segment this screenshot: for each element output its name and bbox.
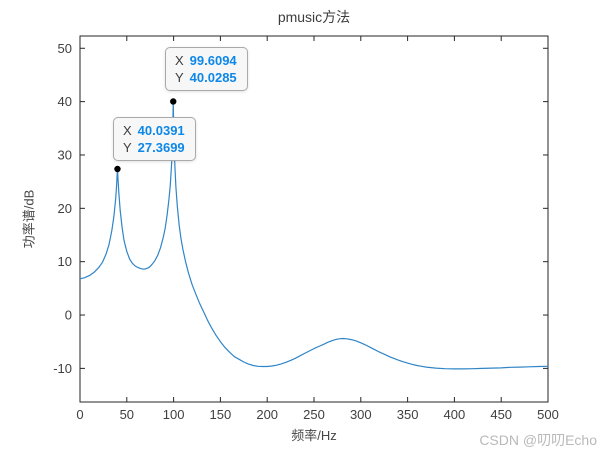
datatip-x-key: X (175, 53, 184, 68)
x-tick-label: 150 (210, 407, 232, 422)
x-tick-label: 450 (490, 407, 512, 422)
datatip-marker[interactable] (114, 165, 121, 173)
x-tick-label: 100 (163, 407, 185, 422)
x-tick-label: 50 (120, 407, 134, 422)
datatip-y-row: Y 40.0285 (175, 69, 237, 86)
watermark-text: CSDN @叨叨Echo (479, 432, 597, 448)
x-tick-label: 400 (444, 407, 466, 422)
datatip-marker[interactable] (170, 98, 177, 105)
x-tick-label: 350 (397, 407, 419, 422)
plot-title: pmusic方法 (277, 9, 351, 25)
x-tick-label: 300 (350, 407, 372, 422)
axes-box (79, 35, 549, 403)
datatip-x-row: X 40.0391 (123, 122, 185, 139)
y-tick-label: 20 (58, 201, 72, 216)
datatip-y-key: Y (175, 70, 184, 85)
datatip-x-key: X (123, 123, 132, 138)
y-tick-label: 50 (58, 41, 72, 56)
x-axis-label: 频率/Hz (291, 428, 337, 443)
y-tick-label: 40 (58, 94, 72, 109)
x-tick-label: 200 (256, 407, 278, 422)
y-tick-label: 10 (58, 254, 72, 269)
x-tick-label: 500 (537, 407, 559, 422)
datatip-y-row: Y 27.3699 (123, 139, 185, 156)
datatip-x-value: 40.0391 (137, 123, 185, 138)
datatip-x-value: 99.6094 (189, 53, 237, 68)
y-tick-label: 0 (65, 308, 72, 323)
datatip-peak-100hz[interactable]: X 99.6094 Y 40.0285 (165, 47, 248, 91)
y-axis-label: 功率谱/dB (21, 189, 37, 249)
y-tick-label: 30 (58, 147, 72, 162)
x-tick-label: 0 (76, 407, 83, 422)
x-tick-label: 250 (303, 407, 325, 422)
y-tick-label: -10 (53, 361, 72, 376)
datatip-x-row: X 99.6094 (175, 52, 237, 69)
datatip-y-value: 27.3699 (137, 140, 185, 155)
datatip-y-key: Y (123, 140, 132, 155)
datatip-y-value: 40.0285 (189, 70, 237, 85)
datatip-peak-40hz[interactable]: X 40.0391 Y 27.3699 (113, 117, 196, 161)
pmusic-curve[interactable] (79, 100, 549, 370)
